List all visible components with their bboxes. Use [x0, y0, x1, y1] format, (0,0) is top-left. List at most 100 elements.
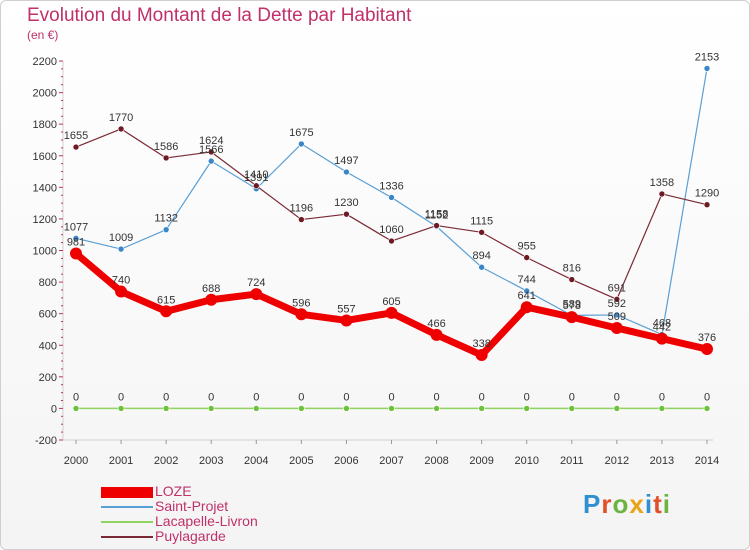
data-point-lacapelle-livron — [117, 405, 125, 412]
data-label-lacapelle-livron: 0 — [659, 391, 665, 403]
data-label-saint-projet: 1675 — [289, 127, 313, 139]
data-label-saint-projet: 1497 — [334, 155, 358, 167]
data-point-loze — [340, 314, 353, 327]
y-tick-label: 1400 — [33, 182, 57, 194]
data-label-saint-projet: 1336 — [379, 180, 403, 192]
data-point-loze — [520, 301, 533, 314]
y-tick-label: 1200 — [33, 214, 57, 226]
x-tick-label: 2001 — [109, 455, 133, 467]
data-label-saint-projet: 1566 — [199, 144, 223, 156]
data-point-loze — [610, 322, 623, 335]
data-label-lacapelle-livron: 0 — [614, 391, 620, 403]
logo-letter: r — [601, 489, 613, 519]
data-label-loze: 557 — [337, 303, 355, 315]
data-label-puylagarde: 1624 — [199, 135, 223, 147]
logo-letter: x — [629, 489, 645, 519]
data-point-loze — [250, 288, 263, 301]
data-point-puylagarde — [162, 154, 170, 162]
data-label-loze: 615 — [157, 294, 175, 306]
data-label-puylagarde: 1358 — [650, 177, 674, 189]
data-point-saint-projet — [388, 194, 395, 201]
data-label-loze: 466 — [427, 318, 445, 330]
x-tick-label: 2013 — [650, 455, 674, 467]
data-label-saint-projet: 1132 — [154, 213, 178, 225]
data-point-lacapelle-livron — [523, 405, 531, 412]
data-label-puylagarde: 691 — [608, 282, 626, 294]
data-label-loze: 338 — [472, 338, 490, 350]
data-label-puylagarde: 1196 — [290, 203, 314, 215]
x-tick-label: 2006 — [334, 455, 358, 467]
data-label-lacapelle-livron: 0 — [704, 391, 710, 403]
data-label-loze: 376 — [698, 332, 716, 344]
legend-swatch — [101, 506, 153, 508]
chart-title: Evolution du Montant de la Dette par Hab… — [27, 5, 412, 26]
data-label-puylagarde: 955 — [518, 241, 536, 253]
data-point-puylagarde — [703, 201, 711, 209]
data-point-loze — [430, 328, 443, 341]
data-label-lacapelle-livron: 0 — [253, 391, 259, 403]
data-label-puylagarde: 1290 — [695, 188, 719, 200]
data-point-loze — [655, 332, 668, 345]
data-label-saint-projet: 592 — [608, 298, 626, 310]
data-label-lacapelle-livron: 0 — [569, 391, 575, 403]
data-point-lacapelle-livron — [298, 405, 305, 412]
data-point-saint-projet — [298, 140, 305, 148]
data-label-saint-projet: 1077 — [64, 221, 88, 233]
data-label-lacapelle-livron: 0 — [298, 391, 304, 403]
data-point-puylagarde — [613, 295, 621, 303]
data-label-saint-projet: 894 — [472, 250, 490, 262]
legend-label: LOZE — [155, 483, 192, 499]
y-tick-label: 600 — [39, 309, 57, 321]
data-label-saint-projet: 468 — [653, 318, 671, 330]
data-point-saint-projet — [207, 157, 215, 165]
data-label-loze: 981 — [67, 237, 85, 249]
data-point-saint-projet — [162, 226, 170, 233]
data-point-puylagarde — [478, 229, 485, 236]
x-tick-label: 2003 — [199, 455, 223, 467]
data-point-lacapelle-livron — [207, 405, 215, 412]
data-label-puylagarde: 1410 — [244, 169, 268, 181]
data-point-puylagarde — [117, 125, 125, 133]
data-label-lacapelle-livron: 0 — [388, 391, 394, 403]
proxiti-logo: Proxiti — [583, 489, 671, 520]
x-tick-label: 2005 — [289, 455, 313, 467]
logo-letter: i — [662, 489, 671, 519]
data-label-loze: 740 — [112, 275, 130, 287]
data-label-puylagarde: 1060 — [379, 224, 403, 236]
data-point-puylagarde — [252, 182, 260, 190]
data-label-lacapelle-livron: 0 — [434, 391, 440, 403]
data-label-puylagarde: 1230 — [334, 197, 358, 209]
data-point-lacapelle-livron — [162, 405, 170, 412]
x-tick-label: 2004 — [244, 455, 268, 467]
data-point-puylagarde — [388, 237, 395, 245]
data-label-saint-projet: 744 — [518, 274, 536, 286]
data-label-saint-projet: 1152 — [425, 209, 449, 221]
data-point-saint-projet — [343, 168, 350, 176]
chart-subtitle: (en €) — [27, 28, 59, 42]
legend-label: Puylagarde — [155, 528, 226, 544]
y-tick-label: 0 — [51, 403, 57, 415]
data-point-puylagarde — [207, 148, 215, 156]
logo-letter: o — [612, 489, 630, 519]
data-point-loze — [701, 343, 713, 356]
data-point-lacapelle-livron — [613, 405, 621, 412]
data-label-lacapelle-livron: 0 — [343, 391, 349, 403]
data-point-puylagarde — [523, 254, 531, 261]
data-point-puylagarde — [343, 210, 350, 218]
data-point-lacapelle-livron — [388, 405, 395, 412]
data-point-puylagarde — [298, 216, 305, 223]
data-point-loze — [475, 349, 488, 362]
data-label-loze: 442 — [653, 322, 671, 334]
x-tick-label: 2012 — [605, 455, 629, 467]
data-label-loze: 724 — [247, 277, 265, 289]
x-tick-label: 2000 — [64, 455, 88, 467]
data-point-saint-projet — [613, 311, 621, 319]
data-point-saint-projet — [72, 235, 80, 242]
data-point-saint-projet — [523, 287, 531, 295]
logo-letter: t — [653, 489, 663, 519]
x-tick-label: 2007 — [379, 455, 403, 467]
y-tick-label: 200 — [39, 372, 57, 384]
data-point-loze — [295, 308, 308, 321]
